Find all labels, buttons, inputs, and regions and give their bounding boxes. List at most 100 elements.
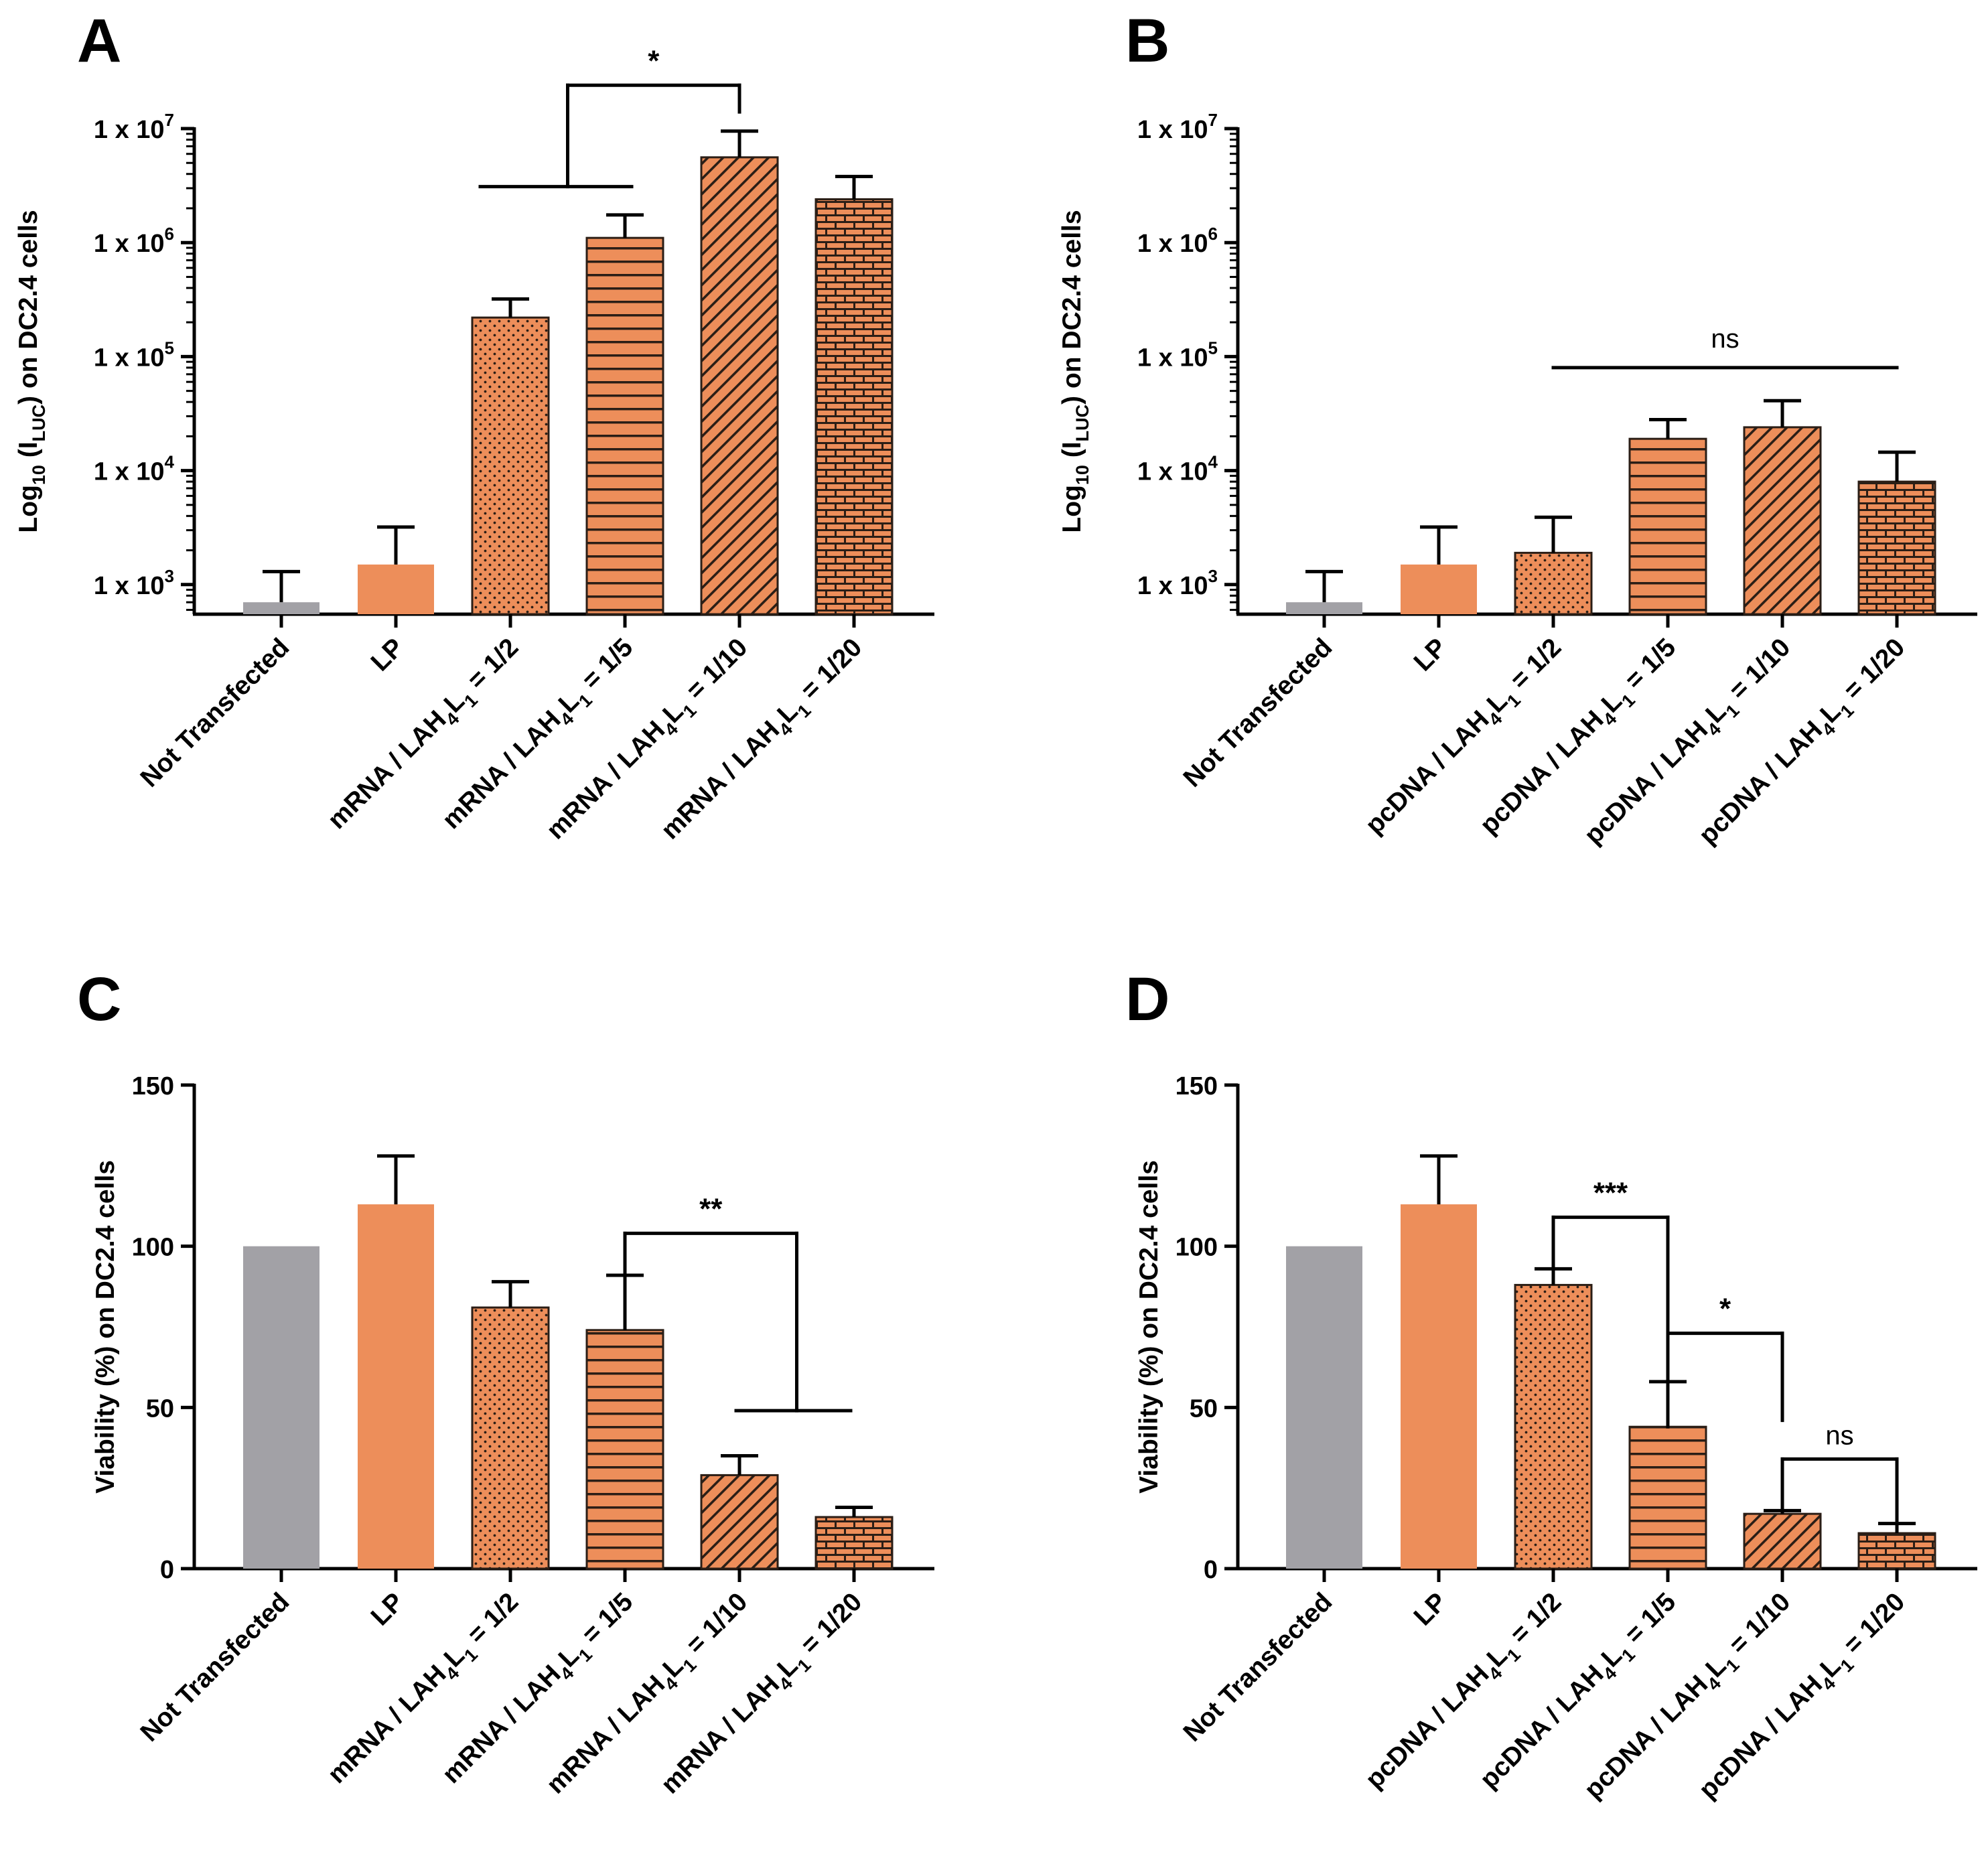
panel-letter-c: C [77, 965, 121, 1033]
category-label: Not Transfected [1178, 1587, 1338, 1747]
y-tick-label: 1 x 104 [94, 452, 175, 486]
category-label-text: mRNA / LAH [541, 1670, 670, 1799]
y-tick-exponent: 4 [165, 452, 175, 472]
y-axis-label: Viability (%) on DC2.4 cells [91, 1160, 120, 1494]
bar [700, 1474, 779, 1570]
panel-letter-d: D [1125, 965, 1169, 1033]
y-tick-exponent: 5 [1208, 338, 1218, 358]
bar [358, 564, 434, 614]
panel-c-viability-mrna: C 0 50 100 150 Viability (%) on DC2.4 cells N… [77, 965, 934, 1804]
category-label-text: = 1/5 [571, 1587, 638, 1654]
y-tick-base: 100 [1176, 1234, 1218, 1262]
y-axis-label-text: ) on DC2.4 cells [1058, 210, 1086, 404]
bar [1628, 1425, 1707, 1570]
y-tick-label: 150 [132, 1072, 174, 1100]
category-label-text: = 1/10 [1719, 633, 1796, 711]
y-axis-label-text: Log [1058, 485, 1086, 532]
bar [700, 156, 779, 616]
y-tick-label: 1 x 105 [94, 338, 174, 372]
y-axis-label-text: (I [1058, 441, 1086, 465]
bar [1857, 480, 1936, 616]
y-tick-base: 50 [146, 1394, 174, 1423]
category-label-text: Not Transfected [135, 1587, 295, 1747]
bar [585, 1329, 664, 1570]
category-label: pcDNA / LAH4L1 = 1/20 [1693, 1587, 1915, 1809]
category-label: LP [1409, 1587, 1453, 1632]
y-axis-label: Log10 (ILUC) on DC2.4 cells [1058, 210, 1092, 532]
y-tick-exponent: 3 [1208, 566, 1218, 586]
category-label-text: = 1/20 [790, 1587, 868, 1665]
category-label-text: = 1/5 [571, 633, 638, 700]
significance-bracket: ** [623, 1192, 853, 1413]
category-label-text: LP [1409, 1587, 1453, 1632]
category-label: mRNA / LAH4L1 = 1/5 [437, 1587, 643, 1794]
y-tick-base: 0 [1204, 1556, 1218, 1584]
y-tick-base: 1 x 10 [1137, 230, 1208, 258]
significance-label: * [1719, 1293, 1731, 1326]
category-label-text: = 1/2 [457, 633, 524, 700]
y-tick-base: 1 x 10 [94, 458, 165, 486]
y-tick-base: 1 x 10 [94, 344, 165, 372]
significance-label: ns [1825, 1421, 1853, 1450]
category-label-text: = 1/20 [790, 633, 868, 711]
category-label: mRNA / LAH4L1 = 1/20 [656, 633, 872, 849]
y-tick-label: 1 x 106 [94, 224, 174, 258]
bar [1857, 1532, 1936, 1570]
y-tick-base: 0 [160, 1556, 174, 1584]
category-label-text: = 1/20 [1833, 633, 1911, 711]
y-axis-label-subscript: 10 [29, 465, 49, 485]
significance-label: ns [1711, 324, 1739, 354]
y-tick-exponent: 7 [1208, 110, 1218, 130]
y-axis-label-text: Viability (%) on DC2.4 cells [1135, 1160, 1163, 1494]
bar [1743, 426, 1822, 616]
significance-bracket: ns [1780, 1421, 1899, 1522]
category-label: pcDNA / LAH4L1 = 1/10 [1579, 1587, 1800, 1809]
bar [814, 1516, 894, 1570]
y-tick-base: 1 x 10 [1137, 572, 1208, 600]
category-label: pcDNA / LAH4L1 = 1/10 [1579, 633, 1800, 855]
category-label-text: Not Transfected [135, 633, 295, 793]
category-label-text: = 1/10 [676, 1587, 754, 1665]
category-label: pcDNA / LAH4L1 = 1/20 [1693, 633, 1915, 855]
category-label-text: mRNA / LAH [322, 705, 451, 835]
category-label: mRNA / LAH4L1 = 1/5 [437, 633, 643, 839]
y-tick-exponent: 5 [165, 338, 174, 358]
y-axis-label-subscript: LUC [1072, 405, 1092, 442]
category-label: mRNA / LAH4L1 = 1/10 [541, 1587, 758, 1804]
y-tick-base: 150 [1176, 1072, 1218, 1100]
bar [471, 1306, 550, 1570]
y-tick-label: 0 [1204, 1556, 1218, 1584]
y-tick-label: 1 x 103 [94, 566, 174, 600]
y-tick-exponent: 3 [165, 566, 174, 586]
y-tick-base: 1 x 10 [1137, 458, 1208, 486]
y-tick-label: 100 [132, 1234, 174, 1262]
significance-bracket: *** [1551, 1176, 1670, 1429]
category-label: Not Transfected [135, 633, 295, 793]
y-tick-label: 1 x 107 [94, 110, 174, 144]
bar [243, 1246, 320, 1569]
bar [471, 316, 550, 616]
y-axis-label-subscript: 10 [1072, 465, 1092, 485]
bar [585, 236, 664, 616]
category-label-text: Not Transfected [1178, 633, 1338, 793]
bar [1401, 564, 1477, 614]
y-tick-label: 50 [1190, 1394, 1218, 1423]
category-label: pcDNA / LAH4L1 = 1/2 [1360, 1587, 1571, 1798]
y-tick-base: 1 x 10 [94, 116, 165, 144]
y-tick-base: 1 x 10 [94, 572, 165, 600]
bar [1286, 1246, 1362, 1569]
category-label-text: mRNA / LAH [322, 1660, 451, 1789]
y-axis-label-text: Viability (%) on DC2.4 cells [91, 1160, 120, 1494]
bar [1401, 1204, 1477, 1569]
category-label-text: = 1/2 [1500, 1587, 1567, 1654]
bar [243, 602, 320, 614]
category-label-text: = 1/10 [1719, 1587, 1796, 1665]
bar [1628, 437, 1707, 616]
category-label-text: LP [366, 1587, 410, 1632]
y-tick-base: 1 x 10 [94, 230, 165, 258]
significance-bracket: ns [1551, 324, 1899, 370]
y-axis-label-text: (I [14, 441, 43, 465]
